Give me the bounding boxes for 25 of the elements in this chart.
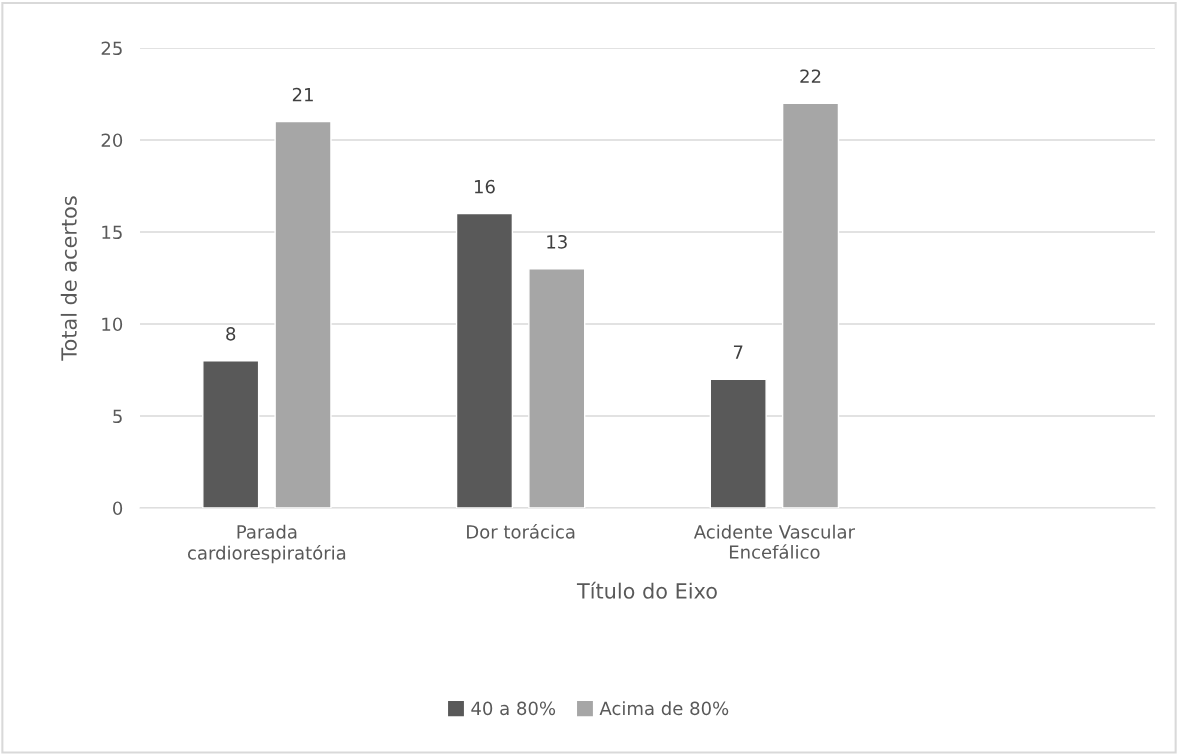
- bar: [528, 268, 586, 508]
- data-label: 21: [292, 87, 313, 102]
- data-label: 16: [474, 179, 495, 194]
- bar: [274, 120, 332, 508]
- data-label: 22: [800, 69, 821, 83]
- y-tick-label: 0: [113, 501, 123, 516]
- data-label: 7: [733, 345, 743, 359]
- y-tick-label: 10: [102, 317, 123, 332]
- bar: [202, 360, 260, 508]
- data-label: 8: [226, 326, 236, 341]
- y-tick-label: 5: [113, 409, 122, 424]
- x-tick-label: Parada cardiorespiratória: [187, 524, 346, 564]
- bar: [709, 378, 767, 508]
- legend-label: 40 a 80%: [471, 701, 556, 716]
- x-tick-label: Acidente Vascular Encefálico: [693, 524, 855, 559]
- data-label: 13: [547, 234, 567, 249]
- y-tick-label: 20: [101, 133, 123, 148]
- x-tick-label: Dor torácica: [467, 523, 575, 539]
- y-tick-label: 15: [102, 225, 122, 240]
- y-tick-label: 25: [101, 41, 122, 56]
- legend-label: Acima de 80%: [599, 701, 729, 716]
- y-axis-title: Total de acertos: [60, 196, 77, 361]
- bar: [455, 212, 514, 508]
- bar: [781, 102, 840, 508]
- x-axis-title: Título do Eixo: [576, 581, 717, 599]
